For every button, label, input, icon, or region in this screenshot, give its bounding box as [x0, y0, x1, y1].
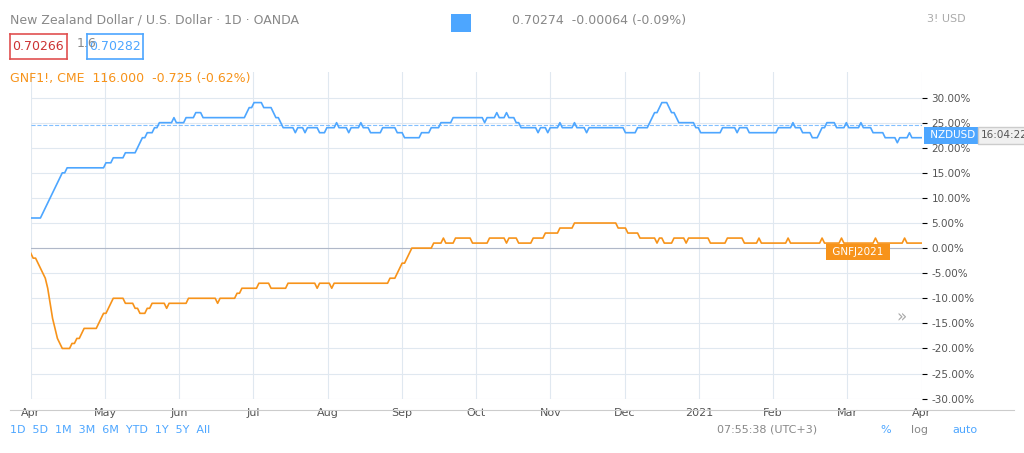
Text: 1.6: 1.6	[77, 37, 96, 49]
Text: log: log	[911, 425, 929, 435]
Text: 3! USD: 3! USD	[927, 14, 966, 24]
Text: 0.70266: 0.70266	[12, 40, 65, 53]
Text: 1D  5D  1M  3M  6M  YTD  1Y  5Y  All: 1D 5D 1M 3M 6M YTD 1Y 5Y All	[10, 425, 211, 435]
Text: GNF1!, CME  116.000  -0.725 (-0.62%): GNF1!, CME 116.000 -0.725 (-0.62%)	[10, 72, 251, 86]
Text: NZDUSD: NZDUSD	[927, 130, 978, 140]
Text: 16:04:22: 16:04:22	[981, 130, 1024, 140]
Text: 07:55:38 (UTC+3): 07:55:38 (UTC+3)	[717, 425, 817, 435]
Text: 0.70282: 0.70282	[89, 40, 141, 53]
Text: %: %	[881, 425, 891, 435]
Text: 0.70274  -0.00064 (-0.09%): 0.70274 -0.00064 (-0.09%)	[512, 14, 686, 27]
Text: »: »	[896, 308, 906, 326]
Text: auto: auto	[952, 425, 978, 435]
Text: GNFJ2021: GNFJ2021	[829, 247, 887, 257]
Text: New Zealand Dollar / U.S. Dollar · 1D · OANDA: New Zealand Dollar / U.S. Dollar · 1D · …	[10, 14, 299, 27]
